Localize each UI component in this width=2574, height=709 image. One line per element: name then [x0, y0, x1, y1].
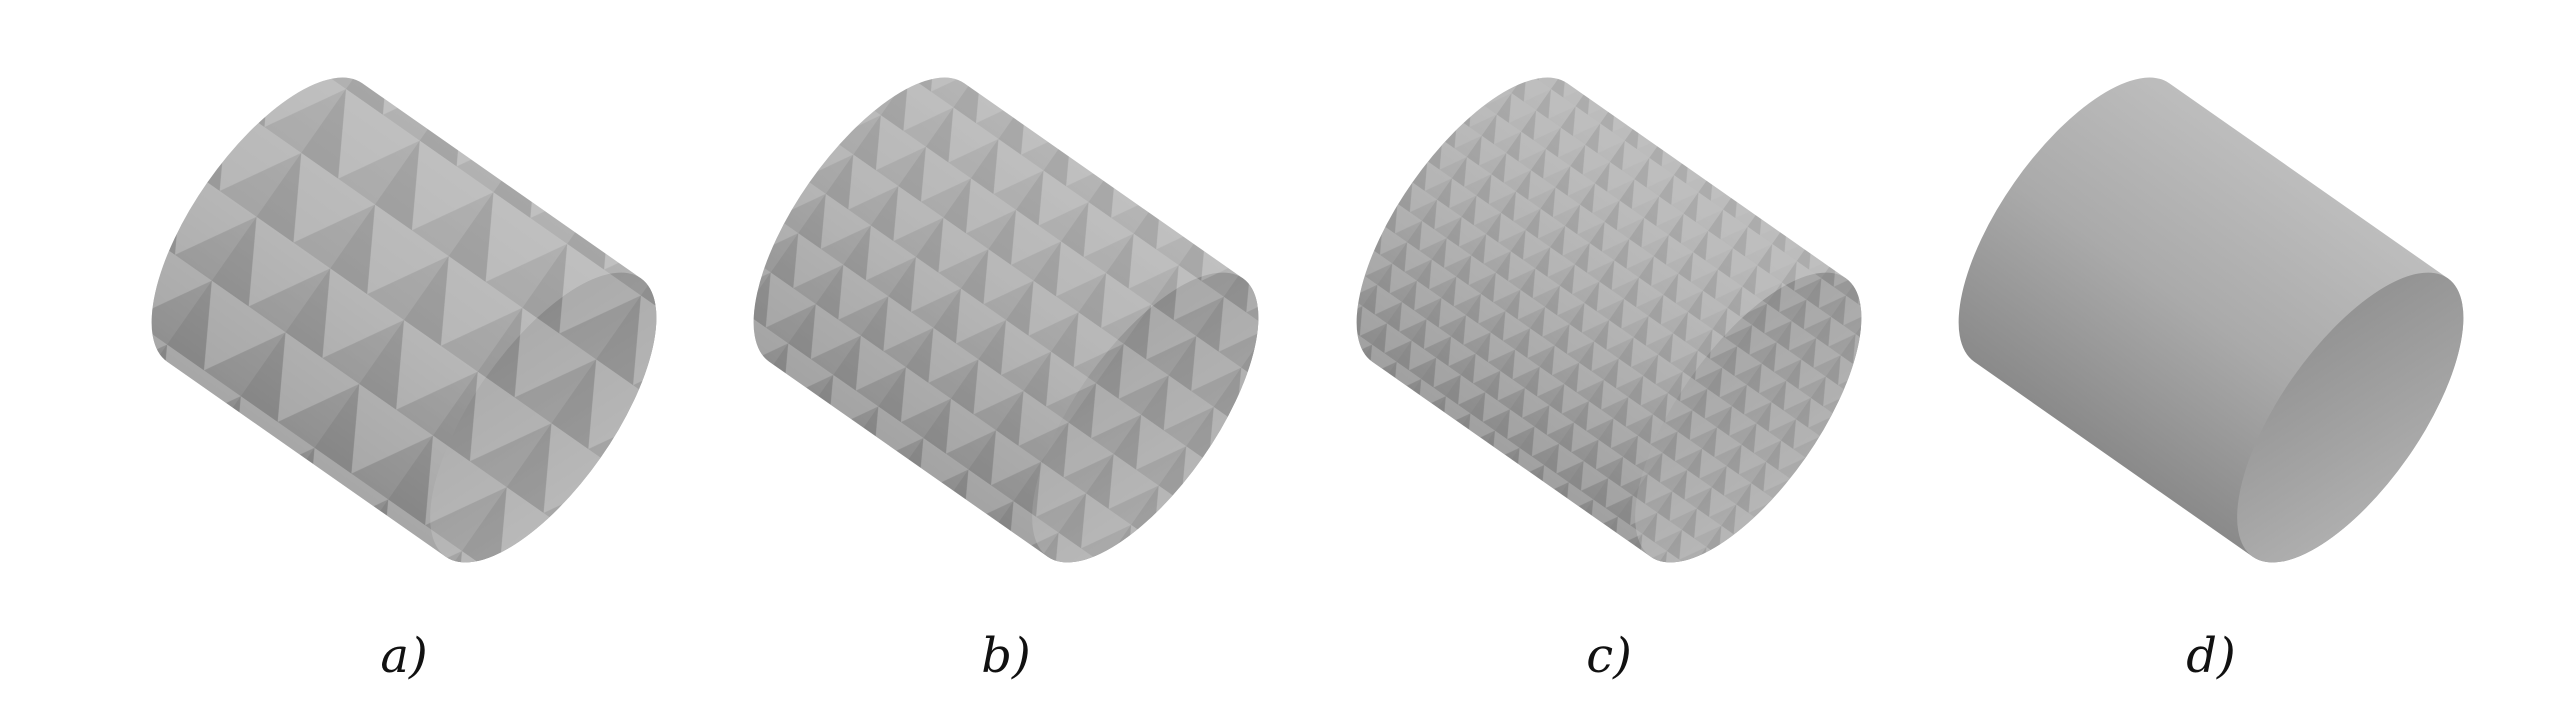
panel-label: d)	[2186, 628, 2235, 684]
panel-b	[753, 77, 1259, 563]
panel-a	[151, 77, 657, 563]
panel-d	[1958, 77, 2464, 563]
panel-c	[1356, 77, 1862, 563]
mesh	[1032, 272, 1259, 563]
cylinder-end	[2237, 272, 2464, 563]
mesh	[430, 272, 657, 563]
panel-label: c)	[1586, 628, 1632, 684]
panel-label: a)	[380, 628, 427, 684]
mesh	[1635, 272, 1862, 563]
panel-label: b)	[981, 628, 1030, 684]
